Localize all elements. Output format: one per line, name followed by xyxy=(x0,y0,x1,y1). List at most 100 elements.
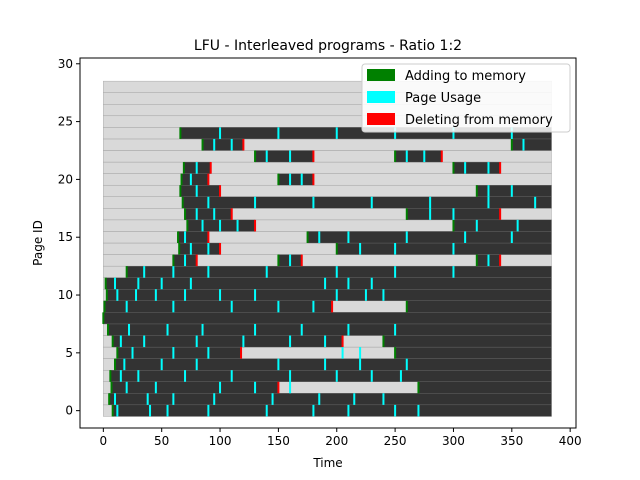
usage-mark-page-24-4 xyxy=(452,127,455,139)
usage-mark-page-18-2 xyxy=(312,196,315,209)
in-memory-segment-page-22-1 xyxy=(394,150,442,163)
delete-mark-page-14-0 xyxy=(219,243,222,255)
delete-mark-page-5-0 xyxy=(240,347,243,359)
usage-mark-page-12-1 xyxy=(172,266,175,278)
usage-mark-page-23-0 xyxy=(213,138,216,151)
usage-mark-page-10-2 xyxy=(154,289,157,301)
usage-mark-page-4-2 xyxy=(195,358,198,371)
add-mark-page-10-0 xyxy=(105,289,108,301)
legend-label-delete: Deleting from memory xyxy=(405,113,553,128)
usage-mark-page-7-1 xyxy=(166,323,169,336)
usage-mark-page-7-5 xyxy=(347,323,350,336)
usage-mark-page-12-3 xyxy=(265,266,268,278)
usage-mark-page-0-0 xyxy=(116,404,119,417)
x-tick-label-4: 200 xyxy=(325,434,348,448)
add-mark-page-19-1 xyxy=(475,185,478,197)
y-tick-label-0: 0 xyxy=(65,404,73,418)
y-tick-label-6: 30 xyxy=(58,57,73,71)
add-mark-page-14-0 xyxy=(178,243,181,255)
delete-mark-page-19-0 xyxy=(219,185,222,197)
usage-mark-page-10-0 xyxy=(116,289,119,301)
add-mark-page-17-0 xyxy=(184,208,187,220)
add-mark-page-16-1 xyxy=(452,219,455,232)
usage-mark-page-24-0 xyxy=(219,127,222,139)
y-tick-label-1: 5 xyxy=(65,346,73,360)
legend-box xyxy=(361,63,571,133)
legend: Adding to memory Page Usage Deleting fro… xyxy=(361,63,571,133)
delete-mark-page-9-0 xyxy=(331,300,334,313)
usage-mark-page-7-3 xyxy=(254,323,257,336)
usage-mark-page-17-2 xyxy=(429,208,432,220)
usage-mark-page-21-0 xyxy=(195,162,198,174)
usage-mark-page-24-2 xyxy=(335,127,338,139)
usage-mark-page-7-2 xyxy=(201,323,204,336)
usage-mark-page-14-1 xyxy=(207,243,210,255)
usage-mark-page-3-2 xyxy=(184,370,187,382)
usage-mark-page-11-2 xyxy=(160,277,163,290)
chart-title: LFU - Interleaved programs - Ratio 1:2 xyxy=(194,38,462,54)
usage-mark-page-12-5 xyxy=(394,266,397,278)
usage-mark-page-13-0 xyxy=(184,254,187,267)
usage-mark-page-14-4 xyxy=(452,243,455,255)
usage-mark-page-24-1 xyxy=(277,127,280,139)
y-tick-label-4: 20 xyxy=(58,172,73,186)
add-mark-page-24-0 xyxy=(179,127,182,139)
in-memory-segment-page-18-0 xyxy=(182,196,552,209)
delete-mark-page-20-1 xyxy=(312,173,315,186)
usage-mark-page-5-1 xyxy=(172,347,175,359)
usage-mark-page-11-3 xyxy=(189,277,192,290)
usage-mark-page-5-3 xyxy=(341,347,344,359)
delete-mark-page-22-1 xyxy=(440,150,443,163)
usage-mark-page-16-2 xyxy=(236,219,239,232)
add-mark-page-13-0 xyxy=(172,254,175,267)
usage-mark-page-18-1 xyxy=(254,196,257,209)
usage-mark-page-22-1 xyxy=(289,150,292,163)
usage-mark-page-12-2 xyxy=(207,266,210,278)
in-memory-segment-page-19-0 xyxy=(180,185,221,197)
in-memory-segment-page-20-1 xyxy=(278,173,314,186)
usage-mark-page-1-0 xyxy=(114,393,117,405)
add-mark-page-16-0 xyxy=(186,219,189,232)
usage-mark-page-9-3 xyxy=(277,300,280,313)
usage-mark-page-12-0 xyxy=(143,266,146,278)
add-mark-page-1-0 xyxy=(108,393,111,405)
usage-mark-page-18-6 xyxy=(534,196,537,209)
add-mark-page-9-0 xyxy=(103,300,106,313)
usage-mark-page-21-2 xyxy=(487,162,490,174)
page-row-22 xyxy=(103,150,552,163)
usage-mark-page-1-5 xyxy=(318,393,321,405)
add-mark-page-3-0 xyxy=(109,370,112,382)
usage-mark-page-4-4 xyxy=(324,358,327,371)
usage-mark-page-21-1 xyxy=(464,162,467,174)
in-memory-segment-page-0-0 xyxy=(112,404,552,417)
x-tick-label-5: 250 xyxy=(384,434,407,448)
in-memory-segment-page-17-0 xyxy=(184,208,232,221)
in-memory-segment-page-23-0 xyxy=(202,138,244,151)
add-mark-page-21-1 xyxy=(452,162,455,174)
usage-mark-page-23-1 xyxy=(230,138,233,151)
delete-mark-page-17-1 xyxy=(499,208,502,220)
add-mark-page-17-1 xyxy=(405,208,408,220)
usage-mark-page-11-5 xyxy=(347,277,350,290)
x-tick-label-2: 100 xyxy=(209,434,232,448)
add-mark-page-21-0 xyxy=(182,162,185,174)
usage-mark-page-9-4 xyxy=(312,300,315,313)
add-mark-page-6-1 xyxy=(382,335,385,348)
delete-mark-page-21-0 xyxy=(209,162,212,174)
usage-mark-page-1-1 xyxy=(146,393,149,405)
add-mark-page-8-0 xyxy=(102,312,105,324)
usage-mark-page-1-2 xyxy=(172,393,175,405)
usage-mark-page-10-6 xyxy=(335,289,338,301)
usage-mark-page-2-1 xyxy=(154,381,157,394)
legend-label-usage: Page Usage xyxy=(405,91,481,106)
usage-mark-page-5-2 xyxy=(207,347,210,359)
add-mark-page-2-1 xyxy=(417,381,420,394)
in-memory-segment-page-16-0 xyxy=(187,219,256,232)
add-mark-page-5-0 xyxy=(116,347,119,359)
legend-swatch-usage xyxy=(367,91,395,103)
legend-label-add: Adding to memory xyxy=(405,69,526,84)
delete-mark-page-6-0 xyxy=(341,335,344,348)
usage-mark-page-15-5 xyxy=(510,231,513,243)
usage-mark-page-0-7 xyxy=(394,404,397,417)
add-mark-page-22-1 xyxy=(394,150,397,163)
